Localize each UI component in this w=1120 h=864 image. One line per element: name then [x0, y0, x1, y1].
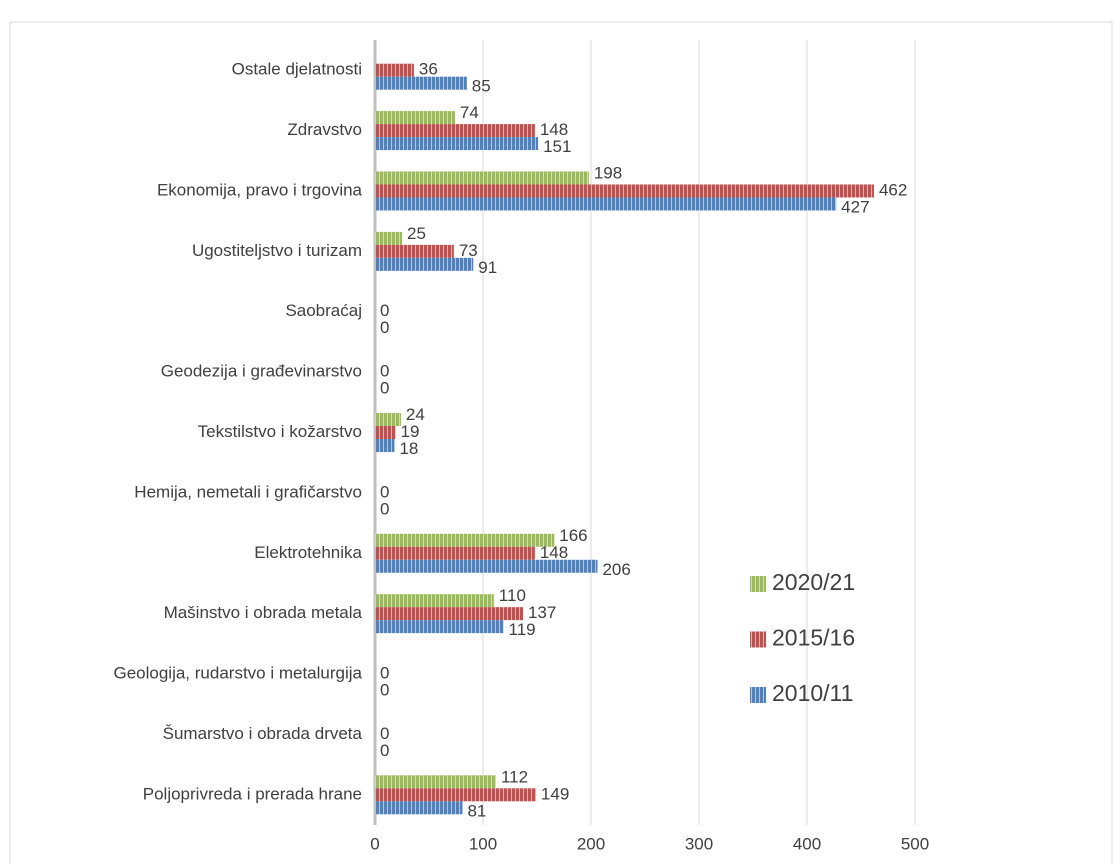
x-tick-label: 100 — [469, 834, 497, 853]
bar — [375, 413, 401, 426]
bar — [375, 546, 535, 560]
chart-frame — [9, 21, 1113, 864]
y-tick-label: Mašinstvo i obrada metala — [164, 603, 363, 622]
y-tick-label: Hemija, nemetali i grafičarstvo — [134, 482, 362, 501]
y-tick-label: Tekstilstvo i kožarstvo — [198, 422, 362, 441]
data-label: 119 — [509, 620, 536, 639]
y-tick-label: Elektrotehnika — [254, 543, 362, 562]
bar — [375, 124, 535, 138]
legend-swatch — [750, 687, 766, 703]
data-label: 0 — [380, 499, 389, 518]
data-label: 462 — [879, 180, 907, 199]
bar — [375, 533, 555, 547]
bar — [375, 257, 474, 271]
x-tick-label: 300 — [685, 834, 713, 853]
data-label: 25 — [407, 224, 426, 243]
data-label: 148 — [540, 120, 568, 139]
bar — [375, 111, 455, 125]
bar — [375, 607, 523, 621]
data-label: 0 — [380, 301, 389, 320]
data-label: 206 — [602, 560, 630, 579]
y-tick-label: Geologija, rudarstvo i metalurgija — [113, 664, 362, 683]
bar — [375, 426, 396, 439]
data-label: 112 — [501, 767, 528, 786]
data-label: 0 — [380, 379, 389, 398]
y-tick-label: Ugostiteljstvo i turizam — [192, 241, 362, 260]
legend-label: 2015/16 — [772, 625, 855, 651]
data-label: 0 — [380, 482, 389, 501]
data-label: 151 — [543, 137, 571, 156]
legend-label: 2010/11 — [772, 680, 853, 706]
data-label: 0 — [380, 318, 389, 337]
data-label: 74 — [460, 103, 479, 122]
data-label: 36 — [419, 60, 438, 79]
bar — [375, 197, 837, 211]
x-tick-label: 200 — [577, 834, 605, 853]
x-tick-label: 0 — [370, 834, 379, 853]
y-tick-label: Zdravstvo — [287, 120, 362, 139]
data-label: 149 — [541, 784, 569, 803]
bar — [375, 775, 496, 789]
data-label: 0 — [380, 741, 389, 760]
bar — [375, 594, 494, 608]
data-label: 19 — [401, 422, 420, 441]
bar — [375, 244, 454, 258]
bar — [375, 788, 536, 802]
bar — [375, 439, 395, 452]
bar — [375, 184, 874, 198]
bar — [375, 63, 414, 77]
y-tick-label: Ostale djelatnosti — [232, 60, 362, 79]
data-label: 81 — [467, 801, 486, 820]
legend-swatch — [750, 576, 766, 592]
data-label: 18 — [399, 439, 418, 458]
legend-label: 2020/21 — [772, 569, 855, 595]
bar — [375, 231, 402, 245]
data-label: 24 — [406, 405, 425, 424]
data-label: 73 — [459, 241, 478, 260]
data-label: 198 — [594, 163, 622, 182]
bar — [375, 559, 598, 573]
data-label: 0 — [380, 724, 389, 743]
legend-swatch — [750, 631, 766, 648]
data-label: 0 — [380, 681, 389, 700]
bar — [375, 137, 539, 151]
data-label: 110 — [499, 586, 526, 605]
data-label: 137 — [528, 603, 556, 622]
bar — [375, 801, 463, 815]
data-label: 148 — [540, 543, 568, 562]
data-label: 91 — [478, 258, 497, 277]
data-label: 0 — [380, 664, 389, 683]
y-tick-label: Šumarstvo i obrada drveta — [163, 724, 363, 743]
bar — [375, 620, 504, 634]
data-label: 0 — [380, 362, 389, 381]
x-tick-label: 500 — [901, 834, 929, 853]
y-tick-label: Geodezija i građevinarstvo — [161, 362, 362, 381]
data-label: 427 — [841, 197, 869, 216]
data-label: 85 — [472, 77, 491, 96]
y-tick-label: Saobraćaj — [285, 301, 362, 320]
x-tick-label: 400 — [793, 834, 821, 853]
data-label: 166 — [559, 526, 587, 545]
y-tick-label: Poljoprivreda i prerada hrane — [143, 784, 362, 803]
bar — [375, 171, 589, 185]
y-tick-label: Ekonomija, pravo i trgovina — [157, 180, 363, 199]
bar — [375, 76, 467, 90]
